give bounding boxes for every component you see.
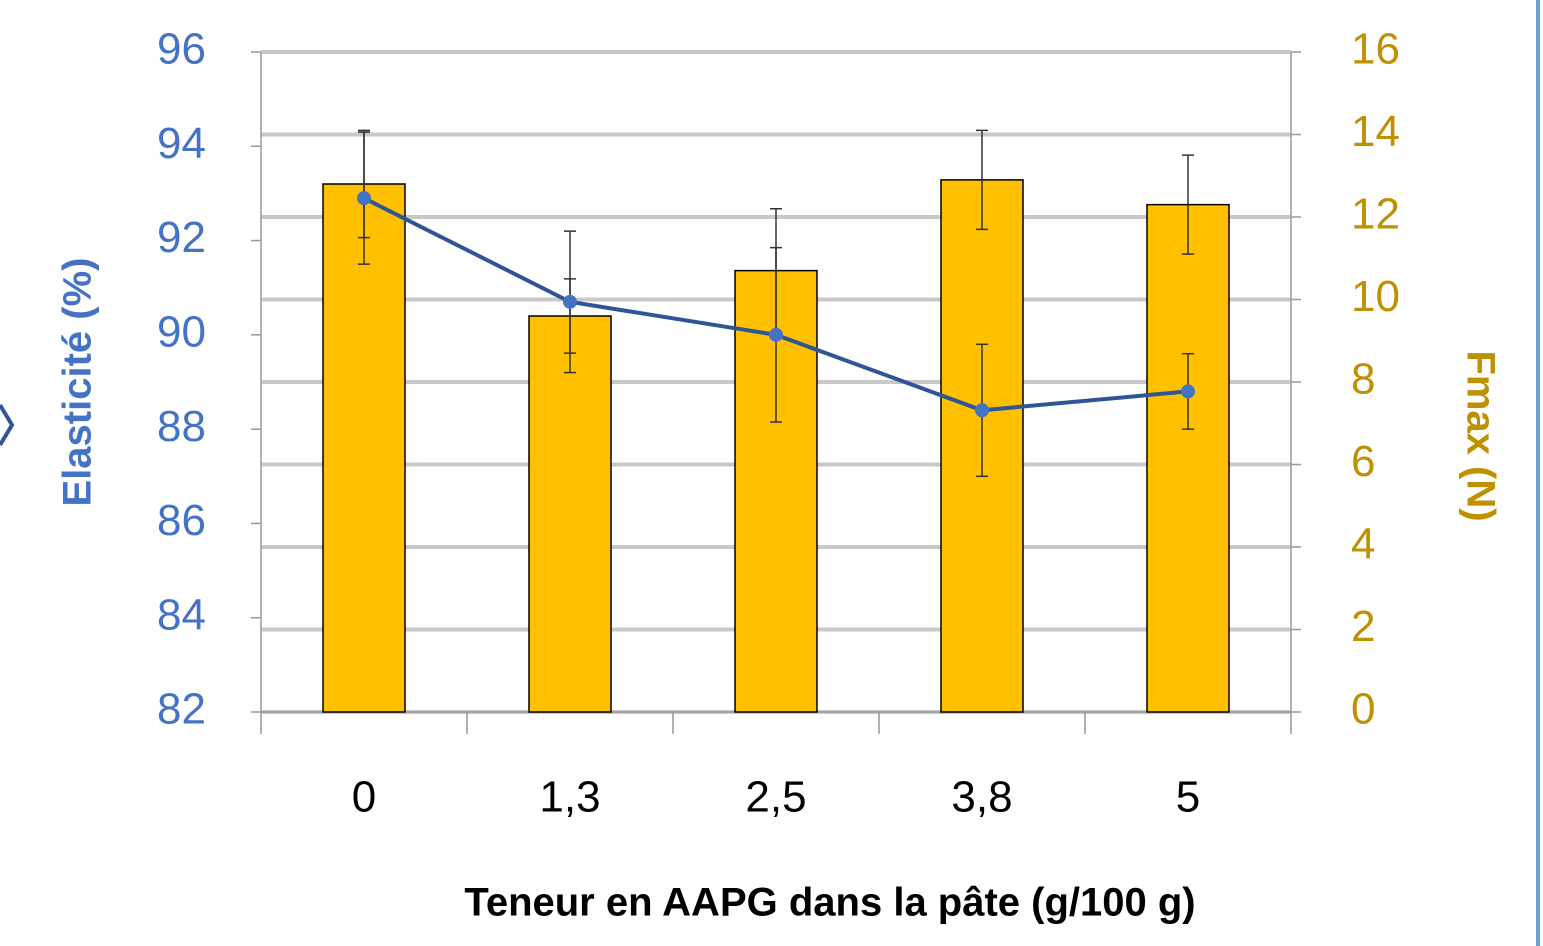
bar bbox=[322, 183, 406, 713]
y-tick-label: 94 bbox=[157, 119, 206, 168]
x-tick-label: 3,8 bbox=[951, 773, 1012, 822]
y-tick-label: 82 bbox=[157, 685, 206, 734]
marker bbox=[563, 294, 577, 309]
y-axis-title: Elasticité (%) bbox=[56, 258, 100, 507]
x-tick-label: 2,5 bbox=[745, 773, 806, 822]
y2-tick-label: 14 bbox=[1351, 107, 1400, 156]
y-tick-label: 88 bbox=[157, 402, 206, 451]
y-tick-label: 90 bbox=[157, 307, 206, 356]
error-bar bbox=[976, 129, 988, 231]
y2-axis-title: Fmax (N) bbox=[1458, 350, 1502, 521]
x-tick-label: 1,3 bbox=[539, 773, 600, 822]
x-tick-label: 5 bbox=[1176, 773, 1200, 822]
y2-tick-label: 6 bbox=[1351, 437, 1375, 486]
bar bbox=[528, 315, 612, 713]
y2-tick-label: 16 bbox=[1351, 25, 1400, 74]
y2-tick-label: 8 bbox=[1351, 355, 1375, 404]
y-tick-label: 92 bbox=[157, 213, 206, 262]
y2-tick-label: 10 bbox=[1351, 272, 1400, 321]
marker bbox=[769, 327, 783, 342]
y2-tick-label: 2 bbox=[1351, 602, 1375, 651]
x-axis-title: Teneur en AAPG dans la pâte (g/100 g) bbox=[464, 881, 1195, 925]
marker bbox=[975, 403, 989, 418]
marker bbox=[357, 191, 371, 206]
y-tick-label: 84 bbox=[157, 590, 206, 639]
y2-tick-label: 12 bbox=[1351, 190, 1400, 239]
marker bbox=[1181, 384, 1195, 399]
y2-tick-label: 0 bbox=[1351, 685, 1375, 734]
y2-tick-label: 4 bbox=[1351, 520, 1375, 569]
y-tick-label: 86 bbox=[157, 496, 206, 545]
x-tick-label: 0 bbox=[352, 773, 376, 822]
y-tick-label: 96 bbox=[157, 25, 206, 74]
bar bbox=[1146, 203, 1230, 713]
decor bbox=[0, 403, 15, 447]
error-bar bbox=[1182, 154, 1194, 255]
